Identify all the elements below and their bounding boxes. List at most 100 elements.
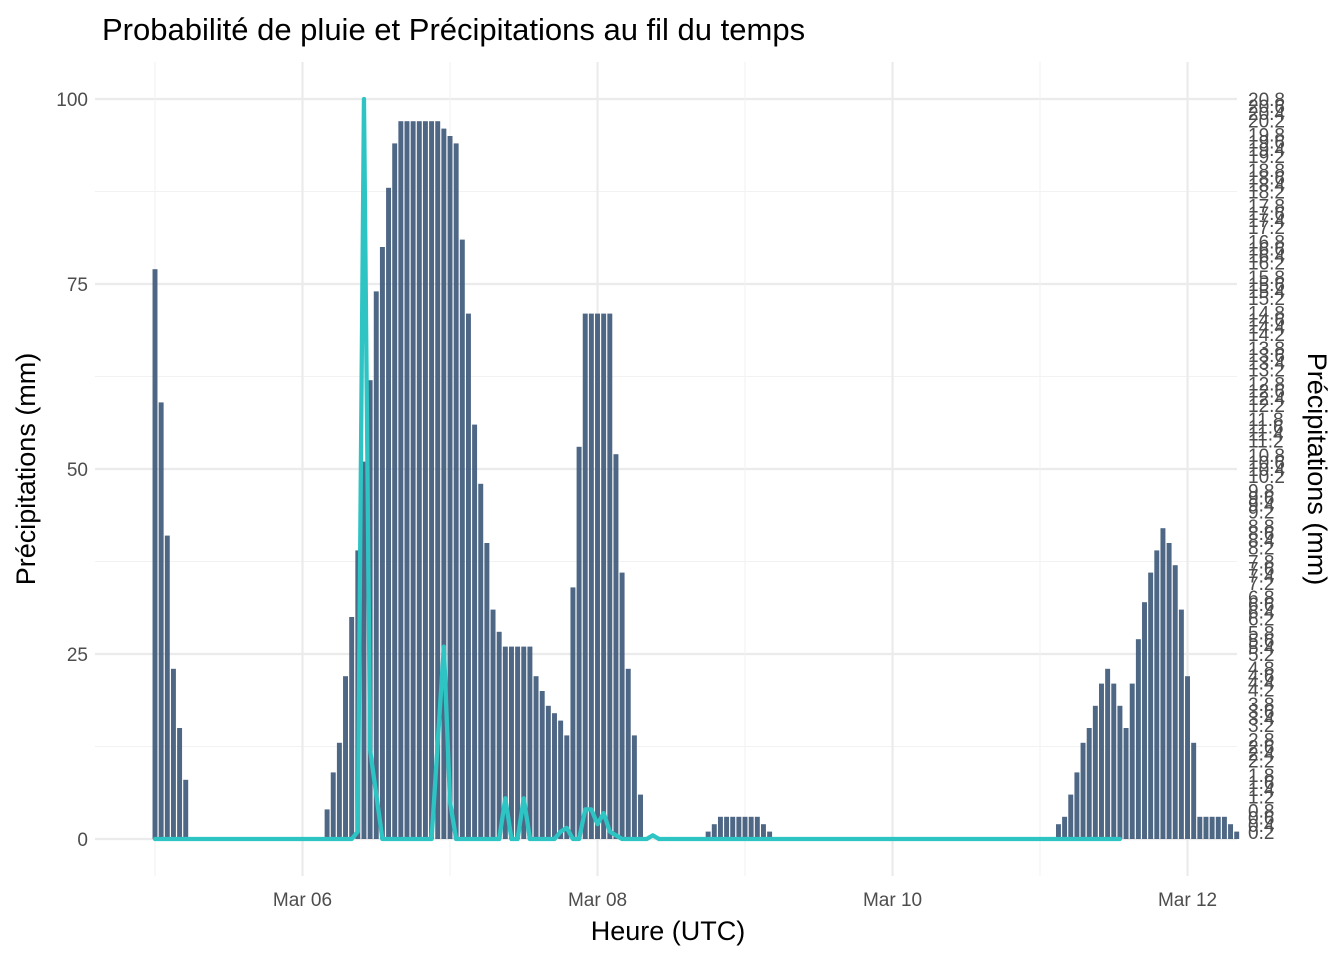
bar	[1117, 705, 1123, 839]
bar	[595, 313, 600, 840]
y2-tick-label: 15.4	[1248, 282, 1285, 303]
x-axis-label: Heure (UTC)	[591, 916, 746, 946]
y2-tick-label: 10.2	[1248, 467, 1285, 488]
y-tick-label: 75	[67, 275, 88, 296]
bar	[336, 742, 342, 839]
y2-tick-label: 7.6	[1248, 560, 1274, 581]
bar	[1080, 742, 1086, 839]
bar	[183, 779, 189, 839]
bar	[724, 816, 730, 839]
y2-tick-label: 8.8	[1248, 517, 1274, 538]
bar	[1209, 816, 1215, 839]
y2-tick-label: 10.8	[1248, 446, 1285, 467]
y2-tick-label: 2.4	[1248, 745, 1275, 766]
bar	[1160, 528, 1166, 839]
y2-tick-label: 15.2	[1248, 289, 1285, 310]
y2-tick-label: 19.4	[1248, 140, 1285, 161]
y2-tick-label: 20.6	[1248, 97, 1285, 118]
y2-tick-label: 0.4	[1248, 816, 1275, 837]
y2-tick-label: 3.6	[1248, 702, 1274, 723]
bar	[1234, 831, 1240, 839]
bar	[343, 676, 348, 839]
bar	[1203, 816, 1209, 839]
y2-tick-label: 10.6	[1248, 453, 1285, 474]
y2-tick-label: 16.6	[1248, 239, 1285, 260]
y2-tick-label: 17.4	[1248, 211, 1285, 232]
y2-tick-label: 17.8	[1248, 197, 1285, 218]
bar	[767, 831, 773, 839]
bar	[435, 121, 441, 839]
bar	[613, 454, 619, 839]
y-axis-ticks: 0 25 50 75 100	[56, 90, 88, 851]
bar	[1148, 572, 1154, 839]
bar	[1129, 683, 1135, 839]
bar	[484, 543, 490, 839]
grid	[95, 62, 1237, 876]
bar	[601, 313, 607, 840]
bar	[545, 705, 551, 839]
y2-tick-label: 5.2	[1248, 645, 1274, 666]
bar	[453, 143, 459, 839]
y2-tick-label: 20.8	[1248, 90, 1285, 111]
y2-tick-label: 13.2	[1248, 360, 1285, 381]
y2-tick-label: 11.2	[1248, 432, 1284, 453]
y2-tick-label: 5.8	[1248, 624, 1274, 645]
bar	[416, 121, 422, 839]
y2-tick-label: 14.6	[1248, 311, 1285, 332]
bar	[1135, 639, 1141, 839]
y2-tick-label: 4.2	[1248, 681, 1274, 702]
bar	[496, 631, 502, 839]
y2-tick-label: 15.6	[1248, 275, 1285, 296]
bar	[459, 239, 465, 840]
y2-tick-label: 14.2	[1248, 325, 1285, 346]
bar	[730, 816, 736, 839]
bar	[588, 313, 594, 840]
y-tick-label: 100	[56, 90, 88, 111]
y2-tick-label: 3.2	[1248, 716, 1274, 737]
bar	[1055, 824, 1061, 839]
bar	[1142, 602, 1147, 839]
x-tick-label: Mar 10	[863, 890, 922, 911]
y2-tick-label: 19.6	[1248, 133, 1285, 154]
bar	[527, 646, 533, 839]
y2-tick-label: 2.8	[1248, 730, 1274, 751]
bar	[170, 668, 176, 839]
bar	[1111, 683, 1117, 839]
y2-tick-label: 1.2	[1248, 787, 1274, 808]
y2-tick-label: 19.8	[1248, 126, 1285, 147]
bar	[509, 646, 514, 839]
bar	[447, 136, 453, 839]
y2-tick-label: 13.6	[1248, 346, 1285, 367]
bar	[158, 402, 164, 839]
bar	[717, 816, 723, 839]
bar	[1068, 794, 1074, 839]
bar	[515, 646, 521, 839]
y2-tick-label: 9.2	[1248, 503, 1274, 524]
y2-tick-label: 18.4	[1248, 175, 1285, 196]
bar	[1172, 565, 1178, 839]
y2-tick-label: 3.4	[1248, 709, 1275, 730]
y2-tick-label: 16.4	[1248, 247, 1285, 268]
y2-tick-label: 8.4	[1248, 531, 1275, 552]
bar	[177, 728, 183, 839]
bar	[502, 646, 508, 839]
y2-tick-label: 17.2	[1248, 218, 1285, 239]
y2-tick-label: 18.2	[1248, 183, 1285, 204]
x-tick-label: Mar 08	[568, 890, 627, 911]
bar	[410, 121, 416, 839]
y2-tick-label: 20.2	[1248, 111, 1285, 132]
x-axis-ticks: Mar 06 Mar 08 Mar 10 Mar 12	[273, 890, 1217, 911]
y2-tick-label: 8.6	[1248, 524, 1274, 545]
y-tick-label: 50	[67, 460, 88, 481]
bar	[392, 143, 398, 839]
y2-tick-label: 5.4	[1248, 638, 1275, 659]
y2-tick-label: 12.8	[1248, 375, 1285, 396]
chart-title: Probabilité de pluie et Précipitations a…	[102, 12, 805, 47]
bar	[1086, 728, 1092, 839]
bar	[1092, 705, 1098, 839]
x-tick-label: Mar 12	[1158, 890, 1217, 911]
y2-tick-label: 7.2	[1248, 574, 1274, 595]
bar	[478, 483, 484, 839]
bar	[373, 291, 379, 839]
y2-tick-label: 12.4	[1248, 389, 1285, 410]
